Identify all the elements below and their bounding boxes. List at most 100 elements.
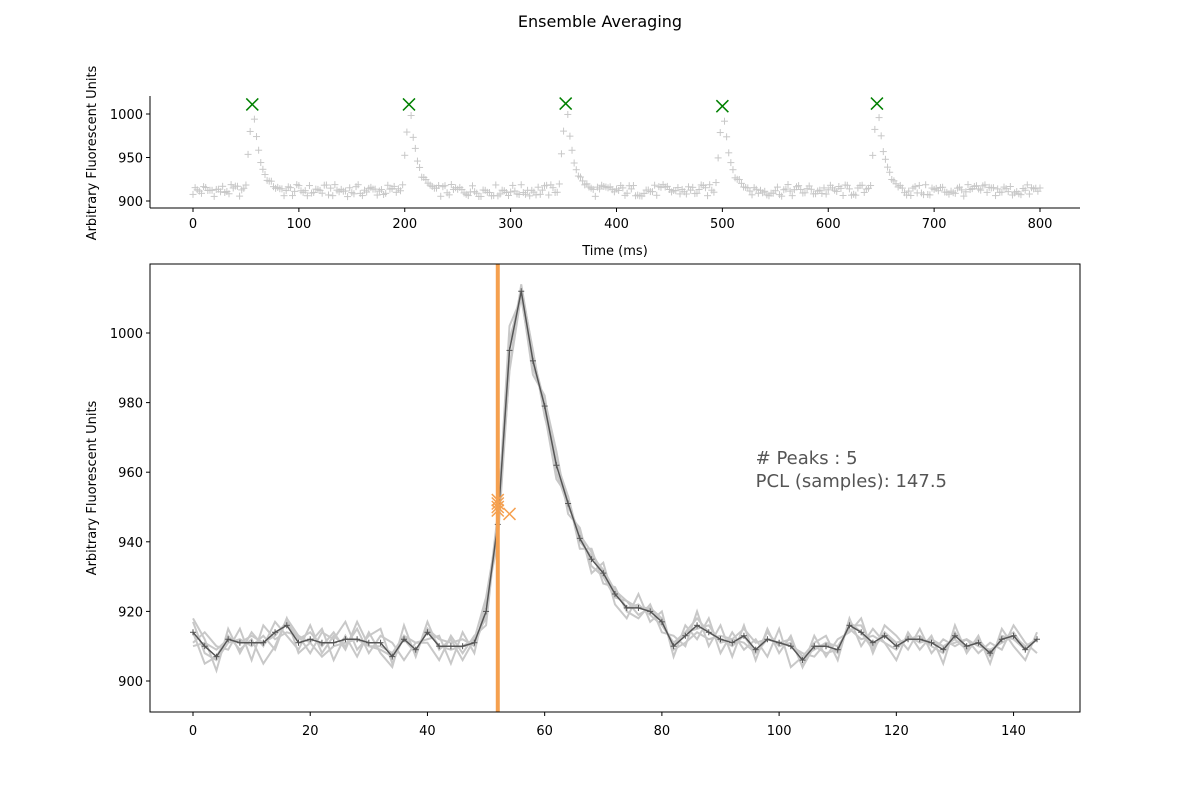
- top-sample-point: [341, 187, 349, 195]
- top-sample-point: [989, 184, 997, 192]
- bottom-y-tick-label: 980: [118, 397, 143, 412]
- top-sample-point: [962, 188, 970, 196]
- top-sample-point: [773, 183, 781, 191]
- bottom-mean-point: [975, 639, 982, 646]
- bottom-mean-point: [412, 646, 419, 653]
- top-sample-point: [689, 183, 697, 191]
- top-sample-point: [886, 168, 894, 176]
- top-sample-point: [871, 125, 879, 133]
- top-x-tick-label: 500: [710, 217, 735, 232]
- top-sample-point: [801, 189, 809, 197]
- top-sample-point: [305, 182, 313, 190]
- top-sample-point: [877, 132, 885, 140]
- bottom-mean-point: [858, 629, 865, 636]
- top-sample-point: [505, 191, 513, 199]
- top-sample-point: [289, 192, 297, 200]
- top-sample-point: [795, 182, 803, 190]
- bottom-mean-point: [881, 632, 888, 639]
- top-x-ticks: 0 100 200 300 400 500 600 700 800: [189, 208, 1052, 232]
- top-sample-point: [983, 188, 991, 196]
- top-sample-point: [737, 179, 745, 187]
- top-sample-point: [236, 192, 244, 200]
- top-sample-point: [318, 189, 326, 197]
- top-sample-point: [845, 185, 853, 193]
- top-sample-point: [875, 114, 883, 122]
- top-x-tick-label: 700: [922, 217, 947, 232]
- top-sample-point: [748, 191, 756, 199]
- top-sample-point: [714, 154, 722, 162]
- bottom-trace-line: [192, 284, 1038, 674]
- bottom-mean-point: [318, 639, 325, 646]
- bottom-mean-point: [401, 636, 407, 643]
- top-sample-point: [411, 144, 419, 152]
- top-sample-point: [358, 192, 366, 200]
- top-sample-point: [208, 186, 216, 194]
- figure-title: Ensemble Averaging: [518, 12, 682, 31]
- bottom-mean-point: [916, 636, 923, 643]
- top-sample-point: [280, 192, 288, 200]
- bottom-mean-point: [377, 639, 384, 646]
- top-sample-point: [538, 186, 546, 194]
- bottom-x-tick-label: 80: [654, 724, 671, 739]
- peaks-count-annotation: # Peaks : 5: [756, 448, 858, 469]
- top-sample-point: [259, 165, 267, 173]
- top-sample-point: [435, 182, 443, 190]
- bottom-mean-point: [1022, 646, 1029, 653]
- top-sample-point: [579, 177, 587, 185]
- top-sample-point: [992, 192, 1000, 200]
- top-sample-point: [382, 189, 390, 197]
- top-sample-point: [282, 187, 290, 195]
- top-peak-marker-b: [715, 99, 729, 113]
- top-sample-point: [225, 190, 233, 198]
- bottom-y-tick-label: 940: [118, 536, 143, 551]
- bottom-y-tick-label: 1000: [110, 327, 143, 342]
- top-sample-point: [837, 184, 845, 192]
- top-sample-point: [676, 190, 684, 198]
- top-sample-point: [477, 192, 485, 200]
- bottom-mean-line: [190, 288, 1040, 664]
- top-y-tick-label: 1000: [110, 108, 143, 123]
- bottom-trace-line: [192, 294, 1038, 667]
- top-sample-point: [869, 151, 877, 159]
- top-sample-point: [560, 127, 568, 135]
- top-sample-point: [392, 188, 400, 196]
- bottom-mean-point: [225, 636, 232, 643]
- bottom-mean-point: [541, 403, 548, 410]
- bottom-mean-point: [670, 643, 677, 650]
- top-sample-point: [651, 181, 659, 189]
- bottom-trace-line: [192, 294, 1038, 670]
- top-peak-markers: [245, 97, 884, 113]
- top-sample-point: [905, 187, 913, 195]
- top-sample-point: [843, 181, 851, 189]
- top-y-ticks: 900 950 1000: [110, 108, 150, 210]
- bottom-mean-point: [436, 643, 443, 650]
- top-sample-point: [1004, 188, 1012, 196]
- top-sample-point: [771, 187, 779, 195]
- top-sample-point: [898, 184, 906, 192]
- top-sample-point: [363, 188, 371, 196]
- top-sample-point: [566, 132, 574, 140]
- bottom-mean-point: [940, 646, 947, 653]
- bottom-mean-point: [236, 639, 243, 646]
- bottom-mean-point: [588, 556, 595, 563]
- top-sample-point: [958, 186, 966, 194]
- top-sample-point: [752, 185, 760, 193]
- top-peak-marker: [870, 97, 884, 111]
- bottom-onset-marker-b: [491, 493, 505, 507]
- bottom-mean-point: [576, 535, 583, 542]
- bottom-y-ticks: 900 920 940 960 980 1000: [110, 327, 150, 690]
- top-sample-point: [397, 187, 405, 195]
- bottom-mean-point: [272, 629, 279, 636]
- top-sample-point: [242, 181, 250, 189]
- bottom-mean-point: [705, 629, 712, 636]
- top-sample-point: [619, 184, 627, 192]
- top-sample-point: [492, 181, 500, 189]
- bottom-mean-point: [459, 643, 466, 650]
- top-sample-markers: [189, 110, 1044, 201]
- top-sample-point: [322, 181, 330, 189]
- bottom-mean-point: [213, 653, 220, 660]
- bottom-mean-point: [447, 643, 454, 650]
- top-sample-point: [464, 192, 472, 200]
- top-sample-point: [735, 176, 743, 184]
- top-sample-point: [469, 182, 477, 190]
